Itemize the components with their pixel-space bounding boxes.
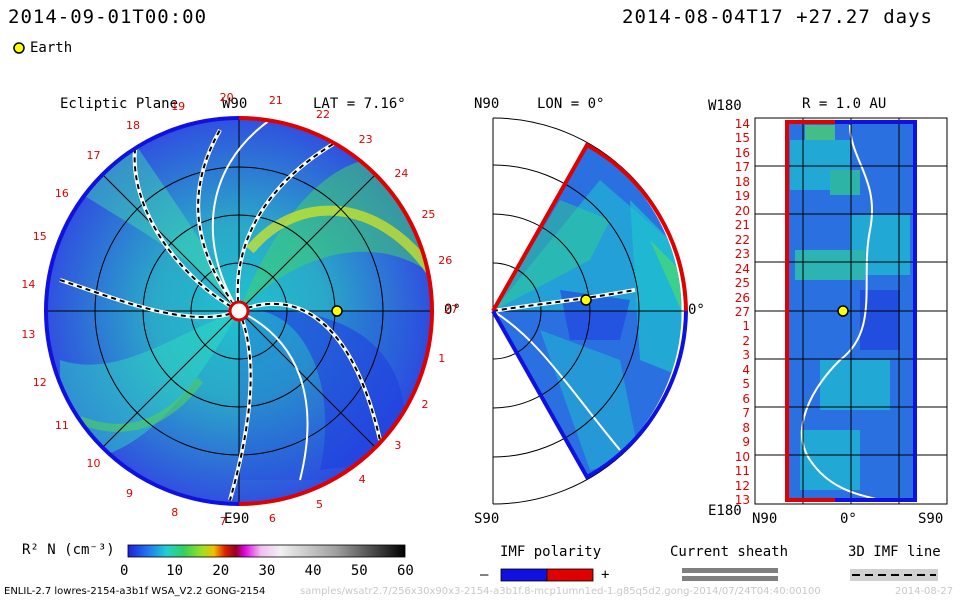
run-info: 2014-08-04T17 +27.27 days (622, 6, 933, 28)
earth-marker-ecliptic (331, 305, 343, 317)
radial-day-label: 27 (734, 305, 750, 319)
earth-legend-label: Earth (30, 40, 73, 56)
ecliptic-day-label: 2 (421, 398, 429, 412)
radial-day-label: 19 (734, 189, 750, 204)
radial-day-label: 21 (734, 218, 750, 233)
ecliptic-day-label: 1 (438, 351, 446, 365)
radial-day-label: 11 (734, 464, 750, 479)
radial-bottom-left-label: E180 (708, 503, 742, 519)
colorbar-label: R² N (cm⁻³) (22, 542, 115, 558)
colorbar-tick: 60 (397, 563, 414, 579)
radial-day-label: 15 (734, 131, 750, 146)
colorbar-tick: 40 (304, 563, 322, 579)
radial-day-label: 10 (734, 449, 750, 464)
ecliptic-day-label: 7 (219, 514, 227, 528)
radial-day-label: 22 (734, 232, 750, 247)
ecliptic-bottom-label: E90 (224, 511, 250, 527)
ecliptic-day-label: 6 (268, 511, 276, 525)
colorbar-tick: 10 (166, 563, 184, 579)
radial-day-label: 3 (742, 348, 750, 363)
ecliptic-day-label: 19 (171, 99, 186, 113)
ecliptic-day-label: 9 (126, 486, 133, 500)
radial-axis-zero: 0° (840, 511, 857, 527)
meridional-top-label: N90 (474, 96, 500, 112)
ecliptic-day-label: 8 (171, 506, 179, 520)
ecliptic-day-label: 26 (438, 254, 453, 268)
radial-day-label: 26 (734, 290, 750, 305)
ecliptic-day-label: 10 (86, 457, 101, 471)
ecliptic-day-label: 23 (358, 132, 373, 146)
ecliptic-day-label: 25 (421, 207, 436, 221)
colorbar-tick: 20 (212, 563, 230, 579)
imf-minus-label: – (480, 567, 489, 583)
ecliptic-day-label: 22 (315, 108, 330, 122)
corner-date: 2014-08-27 (895, 586, 954, 597)
radial-day-label: 9 (742, 435, 750, 450)
imf-polarity-label: IMF polarity (500, 544, 602, 560)
radial-day-label: 24 (734, 261, 750, 276)
radial-day-label: 7 (742, 406, 750, 421)
ecliptic-day-label: 5 (315, 497, 323, 511)
ecliptic-right-label: 0° (444, 302, 461, 318)
radial-day-label: 6 (742, 391, 750, 406)
current-sheath-label: Current sheath (670, 544, 789, 560)
colorbar-tick: 0 (120, 563, 129, 579)
imf-line-label: 3D IMF line (848, 544, 941, 560)
ecliptic-day-label: 14 (21, 278, 36, 292)
current-time: 2014-09-01T00:00 (8, 6, 208, 28)
colorbar-tick: 50 (350, 563, 368, 579)
ecliptic-day-label: 27 (444, 303, 458, 316)
colorbar-tick: 30 (258, 563, 276, 579)
meridional-right-label: 0° (688, 302, 705, 318)
radial-day-label: 4 (742, 362, 750, 377)
ecliptic-day-label: 13 (21, 327, 36, 341)
ecliptic-title: Ecliptic Plane (60, 96, 179, 112)
radial-top-left-label: W180 (708, 98, 742, 114)
earth-marker-meridional (580, 294, 592, 306)
meridional-bottom-label: S90 (474, 511, 500, 527)
ecliptic-day-label: 3 (394, 439, 402, 453)
radial-day-label: 20 (734, 203, 750, 218)
radial-day-label: 25 (734, 276, 750, 291)
radial-axis-n90: N90 (752, 511, 778, 527)
radial-day-label: 18 (734, 174, 750, 189)
ecliptic-day-label: 12 (32, 375, 47, 389)
radial-day-label: 2 (742, 333, 750, 348)
ecliptic-day-label: 21 (268, 94, 283, 108)
ecliptic-day-label: 18 (126, 119, 140, 133)
meridional-lon: LON = 0° (537, 96, 605, 112)
ecliptic-day-label: 11 (54, 419, 69, 433)
radial-day-label: 12 (734, 478, 750, 493)
ecliptic-day-label: 4 (358, 473, 366, 487)
radial-day-label: 23 (734, 247, 750, 262)
radial-day-label: 5 (742, 377, 750, 392)
ecliptic-day-label: 24 (394, 166, 409, 180)
earth-marker-radial (837, 305, 849, 317)
radial-day-label: 1 (742, 319, 750, 334)
run-path: samples/wsatr2.7/256x30x90x3-2154-a3b1f.… (300, 586, 821, 597)
radial-axis-s90: S90 (918, 511, 944, 527)
ecliptic-day-label: 17 (86, 148, 101, 162)
radial-day-label: 13 (734, 493, 750, 507)
radial-day-label: 17 (734, 160, 750, 175)
ecliptic-top-label: W90 (222, 96, 248, 112)
model-info: ENLIL-2.7 lowres-2154-a3b1f WSA_V2.2 GON… (4, 586, 266, 597)
ecliptic-day-label: 20 (219, 91, 234, 105)
radial-day-label: 14 (734, 117, 750, 131)
ecliptic-lat: LAT = 7.16° (313, 96, 406, 112)
ecliptic-day-label: 16 (54, 186, 69, 200)
radial-title: R = 1.0 AU (802, 96, 887, 112)
radial-day-label: 16 (734, 145, 750, 160)
imf-plus-label: + (601, 567, 610, 583)
ecliptic-day-label: 15 (32, 230, 47, 244)
radial-day-label: 8 (742, 420, 750, 435)
